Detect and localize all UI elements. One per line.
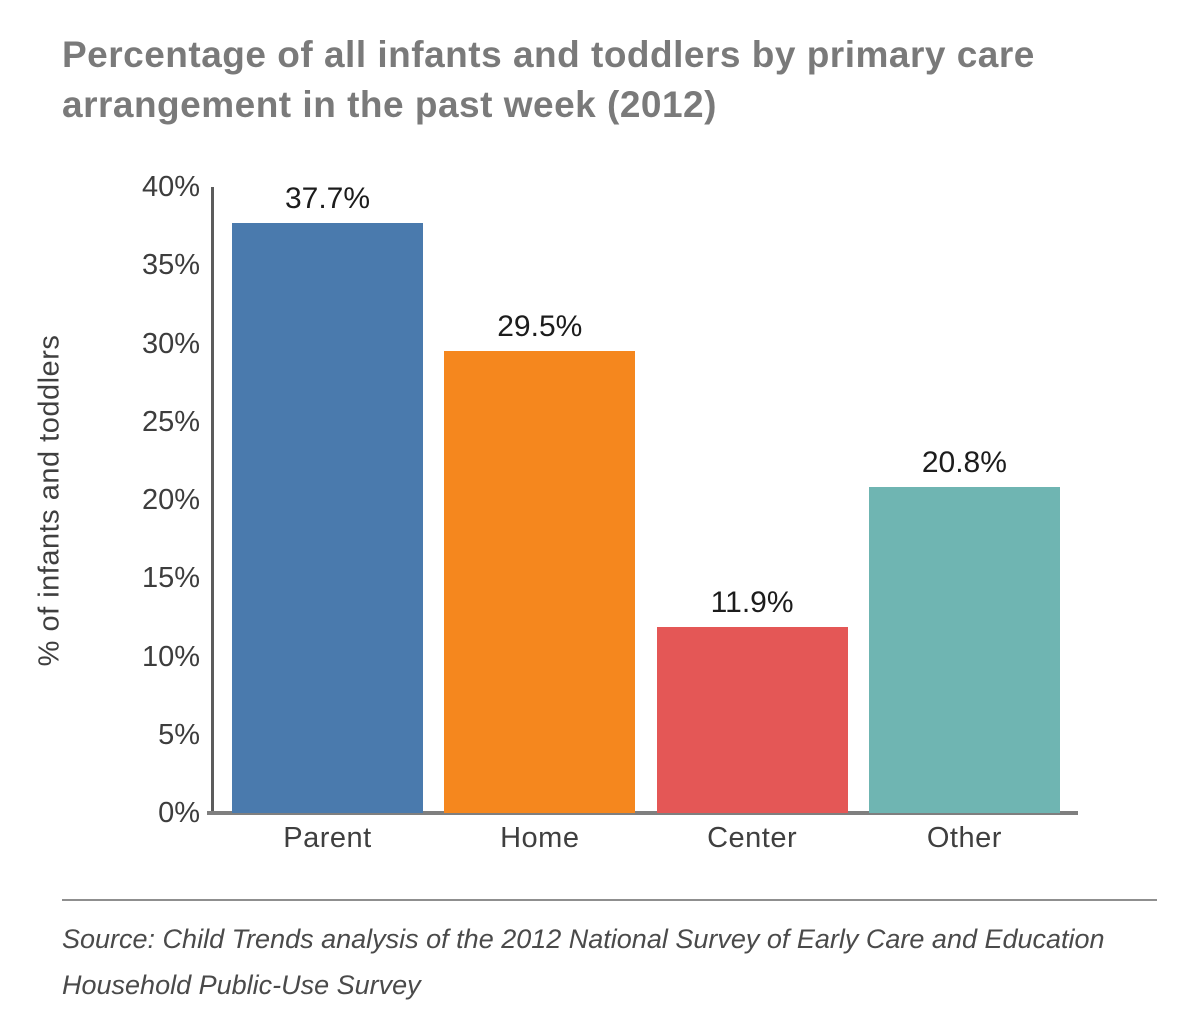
bar-other [868, 487, 1060, 813]
bar-value-label: 29.5% [497, 310, 583, 344]
y-tick-label: 15% [141, 562, 200, 595]
y-tick-label: 10% [141, 640, 200, 673]
y-tick-label: 30% [141, 327, 200, 360]
x-axis-label-home: Home [500, 822, 580, 854]
y-tick-label: 25% [141, 405, 200, 438]
bar-value-label: 11.9% [710, 585, 794, 619]
y-tick-label: 35% [141, 249, 200, 282]
bar-value-label: 37.7% [284, 181, 371, 215]
x-axis-label-parent: Parent [283, 822, 372, 854]
source-note: Source: Child Trends analysis of the 201… [62, 924, 1105, 1001]
y-tick-label: 0% [158, 797, 200, 829]
bar-home [444, 351, 636, 813]
x-axis-line [207, 811, 1078, 815]
y-axis-line [211, 187, 214, 813]
x-axis-label-other: Other [926, 822, 1002, 854]
source-divider [62, 899, 1157, 901]
bar-center [656, 626, 848, 813]
chart-title: Percentage of all infants and toddlers b… [62, 34, 1035, 126]
bar-value-label: 20.8% [921, 446, 1007, 480]
x-axis-label-center: Center [707, 822, 798, 854]
y-tick-label: 20% [141, 484, 200, 516]
bar-parent [232, 222, 423, 813]
y-tick-label: 5% [158, 718, 200, 751]
y-tick-label: 40% [141, 171, 200, 203]
